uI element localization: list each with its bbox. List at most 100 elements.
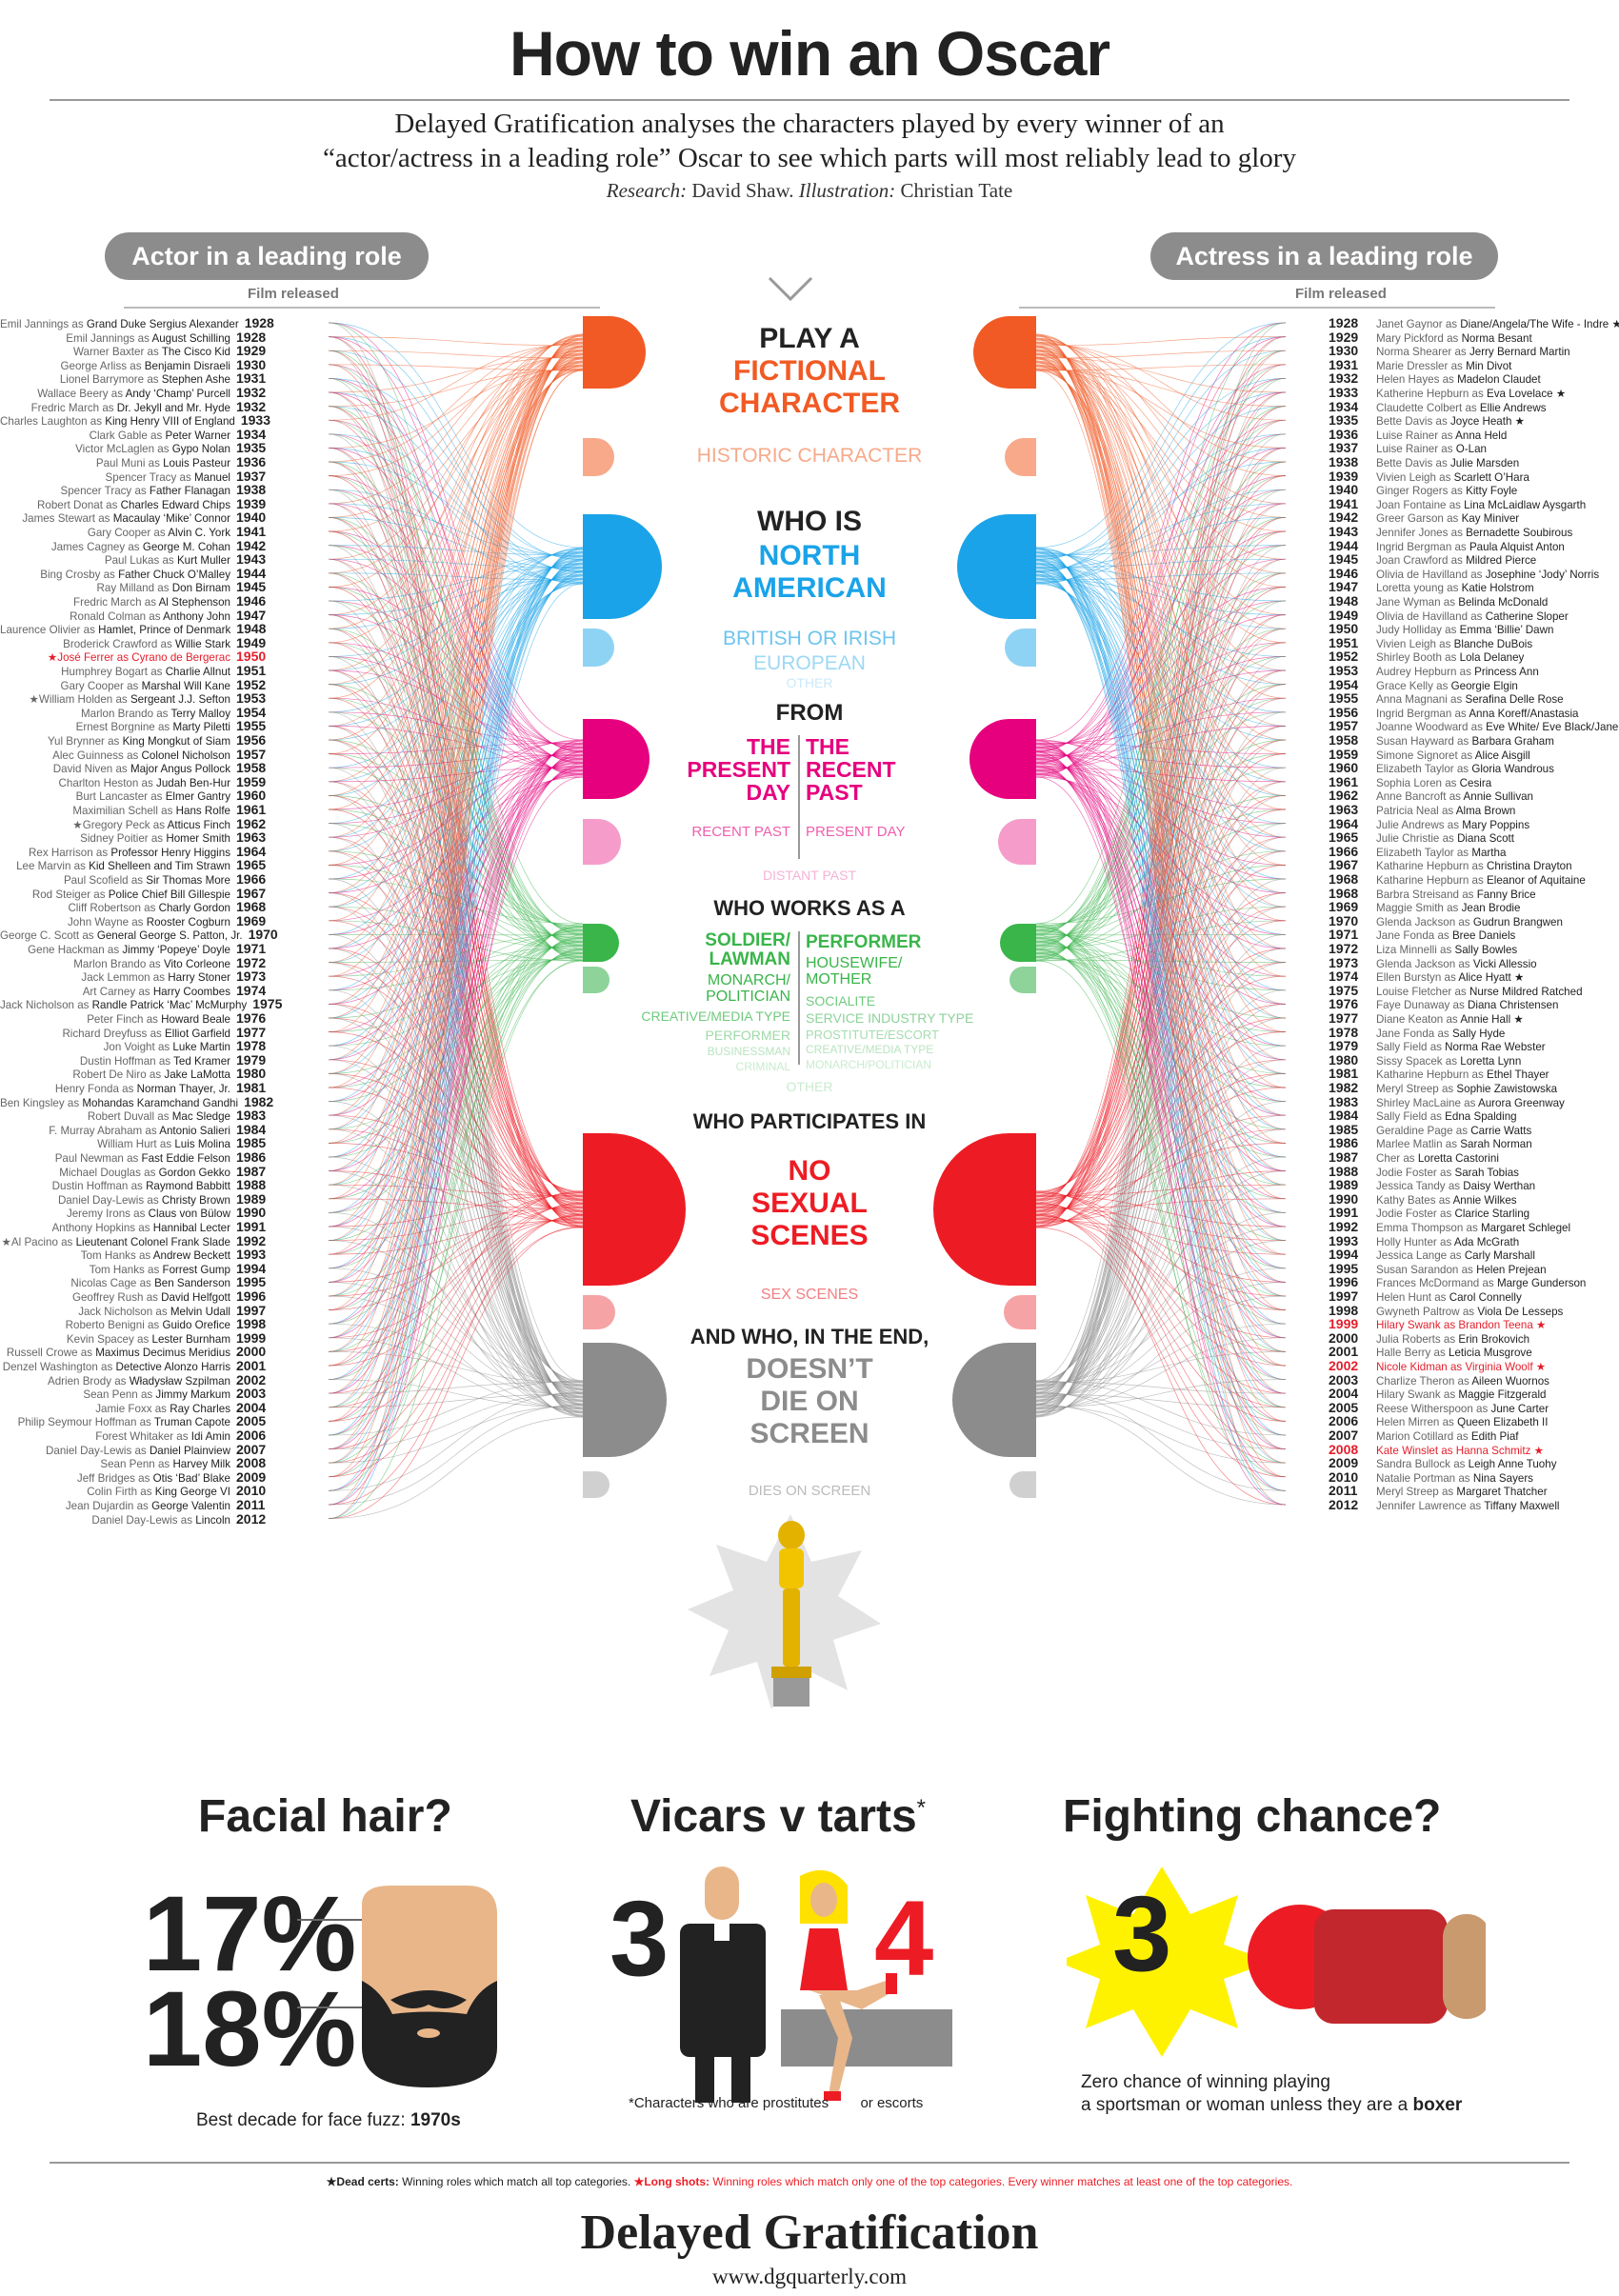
connector-line — [328, 349, 584, 1241]
performer-name: Laurence Olivier as — [0, 624, 99, 637]
connector-line — [1035, 642, 1287, 943]
film-year: 1955 — [1329, 690, 1359, 707]
performer-name: Anna Magnani as — [1376, 693, 1466, 707]
role-name: Diane/Angela/The Wife - Indre ★ — [1460, 318, 1619, 330]
performer-name: Barbra Streisand as — [1376, 888, 1477, 901]
connector-line — [328, 362, 584, 1255]
connector-line — [1035, 560, 1287, 1408]
role-name: Truman Capote — [153, 1416, 230, 1429]
film-year: 1994 — [236, 1260, 267, 1276]
connector-line — [1035, 1215, 1287, 1422]
actress-row: 1961 Sophia Loren as Cesira — [1329, 774, 1619, 789]
performer-name: Jeremy Irons as — [66, 1208, 149, 1221]
performer-name: Ben Kingsley as — [0, 1096, 83, 1109]
performer-name: Kate Winslet as — [1376, 1444, 1456, 1457]
actress-row: 2009 Sandra Bullock as Leigh Anne Tuohy — [1329, 1456, 1619, 1471]
role-name: Hannibal Lecter — [152, 1222, 230, 1234]
cat-die-on: DIE ON — [760, 1386, 859, 1417]
performer-name: Reese Witherspoon as — [1376, 1402, 1491, 1415]
performer-name: Robert De Niro as — [72, 1068, 165, 1082]
film-year: 1968 — [1329, 885, 1359, 901]
actor-row: Ben Kingsley as Mohandas Karamchand Gand… — [0, 1094, 278, 1109]
connector-line — [1035, 941, 1287, 1200]
role-name: Marge Gunderson — [1496, 1277, 1587, 1290]
cat-and-who: AND WHO, IN THE END, — [690, 1325, 929, 1348]
cat-scenes: SCENES — [750, 1220, 869, 1251]
intro-text: Delayed Gratification analyses the chara… — [0, 107, 1619, 175]
connector-line — [328, 1192, 584, 1310]
performer-name: Fredric March as — [30, 401, 117, 414]
film-year: 1970 — [1329, 912, 1359, 928]
performer-name: Jack Nicholson as — [0, 999, 92, 1012]
role-name: Gordon Gekko — [158, 1166, 230, 1179]
performer-name: Tom Hanks as — [89, 1263, 163, 1276]
connector-line — [1035, 906, 1287, 949]
left-blue-shape — [583, 514, 662, 619]
performer-name: Alec Guinness as — [52, 749, 142, 762]
role-name: Randle Patrick ‘Mac’ McMurphy — [91, 999, 248, 1012]
recent-past-line-3: PAST — [806, 780, 863, 806]
film-year: 1985 — [1329, 1121, 1359, 1137]
vicars-caption-a: *Characters who are prostitutes — [629, 2095, 829, 2111]
connector-line — [328, 361, 584, 1297]
performer-name: Fredric March as — [73, 596, 159, 609]
actress-row: 1946 Olivia de Havilland as Josephine ‘Jo… — [1329, 566, 1619, 581]
connector-line — [1035, 406, 1287, 961]
film-year: 1935 — [236, 440, 267, 456]
connector-line — [1035, 960, 1287, 1478]
role-name: Major Angus Pollock — [130, 763, 230, 776]
role-name: Grand Duke Sergius Alexander — [86, 318, 239, 330]
connector-line — [1035, 461, 1287, 558]
actor-row: Adrien Brody as Władysław Szpilman 2002 — [0, 1372, 278, 1388]
actor-row: Burt Lancaster as Elmer Gantry 1960 — [0, 789, 278, 804]
actor-row: Wallace Beery as Andy ‘Champ’ Purcell 193… — [0, 386, 278, 401]
connector-line — [328, 570, 584, 1506]
connector-line — [328, 1416, 584, 1519]
connector-line — [328, 556, 584, 1019]
connector-line — [1035, 740, 1287, 838]
performer-name: Cher as — [1376, 1152, 1418, 1165]
film-year: 1968 — [236, 899, 267, 915]
connector-line — [328, 322, 584, 925]
vicars-title-star: * — [916, 1795, 926, 1821]
film-year: 1986 — [236, 1149, 267, 1165]
connector-line — [1035, 352, 1287, 1116]
film-year: 1967 — [236, 885, 267, 901]
performer-name: Emil Jannings as — [0, 318, 87, 330]
performer-name: Anne Bancroft as — [1376, 790, 1464, 804]
connector-line — [328, 959, 584, 1519]
actor-row: Paul Muni as Louis Pasteur 1936 — [0, 455, 278, 470]
role-name: Ada McGrath — [1453, 1235, 1520, 1248]
connector-line — [328, 335, 584, 754]
performer-name: Jon Voight as — [103, 1041, 173, 1054]
actress-row: 2000 Julia Roberts as Erin Brokovich — [1329, 1330, 1619, 1346]
right-axis-line — [1019, 307, 1495, 309]
role-name: Daisy Werthan — [1463, 1180, 1536, 1193]
actor-row: ★Al Pacino as Lieutenant Colonel Frank S… — [0, 1233, 278, 1248]
connector-line — [328, 356, 584, 393]
film-year: 1995 — [236, 1274, 267, 1290]
role-name: Fast Eddie Felson — [141, 1152, 230, 1165]
connector-line — [328, 740, 584, 1394]
role-name: Min Divot — [1466, 359, 1512, 372]
actress-row: 1996 Frances McDormand as Marge Gunderson — [1329, 1275, 1619, 1290]
connector-line — [1035, 349, 1287, 359]
actress-row: 1989 Jessica Tandy as Daisy Werthan — [1329, 1178, 1619, 1193]
film-year: 1943 — [1329, 524, 1359, 539]
connector-line — [1035, 342, 1287, 463]
connector-line — [328, 938, 584, 1325]
actress-row: 1988 Jodie Foster as Sarah Tobias — [1329, 1164, 1619, 1179]
connector-line — [1035, 578, 1287, 615]
connector-line — [328, 343, 584, 977]
actor-row: Jamie Foxx as Ray Charles 2004 — [0, 1400, 278, 1415]
actress-row: 1980 Sissy Spacek as Loretta Lynn — [1329, 1052, 1619, 1068]
role-name: Paula Alquist Anton — [1469, 540, 1565, 553]
cat-who-works: WHO WORKS AS A — [713, 896, 906, 920]
film-year: 1982 — [1329, 1080, 1359, 1095]
role-name: Cesira — [1459, 776, 1492, 789]
connector-line — [328, 364, 584, 962]
role-name: Detective Alonzo Harris — [115, 1361, 231, 1373]
film-year: 1987 — [1329, 1149, 1359, 1165]
connector-line — [328, 335, 584, 1310]
performer-name: Charlize Theron as — [1376, 1374, 1472, 1388]
